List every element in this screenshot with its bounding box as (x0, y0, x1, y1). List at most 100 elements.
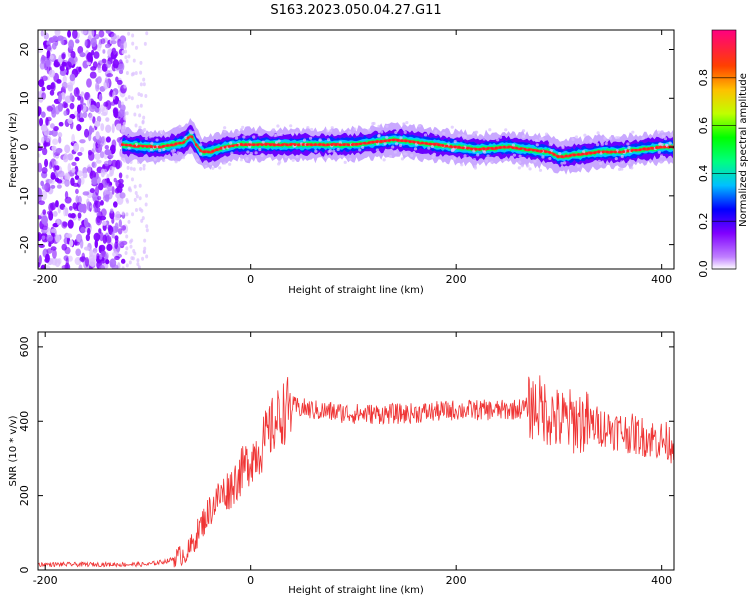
spectral-ridge (120, 118, 674, 175)
ridge-peak (359, 142, 363, 146)
ridge-speck (260, 153, 264, 158)
ridge-speck (460, 163, 464, 167)
ridge-peak (659, 145, 663, 149)
noise-speck (145, 31, 149, 36)
ridge-speck (148, 132, 153, 136)
ridge-speck (486, 154, 490, 158)
noise-speck (74, 156, 80, 162)
ridge-speck (162, 158, 166, 163)
ridge-peak (137, 144, 141, 148)
ridge-peak (494, 146, 498, 150)
ridge-speck (302, 138, 307, 142)
noise-speck (55, 147, 63, 154)
ridge-speck (391, 145, 395, 149)
ridge-peak (618, 150, 621, 154)
spectrogram-data (38, 30, 674, 269)
colorbar-tick-label: 0.2 (697, 212, 710, 230)
ridge-peak (535, 149, 539, 152)
noise-speck (142, 250, 146, 255)
ridge-speck (257, 133, 261, 137)
colorbar: 0.0 0.2 0.4 0.6 0.8 Normalized spectral ampl… (697, 29, 749, 278)
noise-speck (61, 264, 69, 269)
noise-speck (100, 111, 108, 117)
noise-speck (96, 215, 101, 224)
noise-speck (136, 258, 140, 263)
noise-speck (57, 170, 65, 178)
ridge-speck (277, 139, 281, 143)
ridge-peak (178, 141, 182, 145)
ridge-speck (353, 127, 357, 131)
ridge-speck (427, 146, 431, 150)
noise-speck (114, 255, 120, 261)
ridge-speck (318, 138, 322, 142)
ridge-peak (124, 143, 128, 147)
ridge-speck (496, 138, 500, 142)
ridge-speck (535, 143, 539, 147)
noise-speck (132, 58, 136, 63)
ridge-peak (560, 155, 564, 158)
noise-speck (120, 101, 124, 106)
noise-speck (82, 167, 88, 175)
top-y-tick-label: 10 (18, 91, 31, 105)
ridge-speck (174, 160, 178, 164)
noise-speck (109, 258, 117, 268)
ridge-peak (141, 144, 145, 148)
ridge-speck (248, 145, 252, 149)
noise-speck (134, 123, 138, 128)
noise-speck (74, 175, 80, 180)
noise-speck (125, 263, 129, 268)
noise-speck (92, 61, 98, 69)
noise-speck (123, 116, 127, 121)
noise-speck (65, 61, 72, 70)
noise-speck (141, 256, 145, 261)
noise-speck (115, 76, 119, 83)
ridge-speck (457, 134, 461, 138)
ridge-peak (330, 143, 334, 147)
ridge-speck (375, 148, 379, 152)
noise-speck (76, 170, 84, 177)
ridge-speck (402, 122, 406, 126)
noise-speck (73, 87, 80, 97)
noise-speck (127, 187, 131, 192)
noise-speck (85, 234, 91, 242)
ridge-speck (239, 158, 243, 162)
ridge-peak (367, 141, 371, 145)
ridge-speck (561, 144, 565, 148)
ridge-speck (402, 151, 407, 156)
noise-speck (143, 246, 147, 251)
ridge-speck (463, 135, 467, 139)
ridge-peak (474, 147, 478, 151)
noise-speck (63, 206, 67, 217)
noise-speck (59, 65, 65, 72)
ridge-peak (642, 147, 646, 151)
noise-speck (115, 123, 122, 131)
noise-speck (111, 217, 115, 224)
ridge-speck (582, 150, 586, 154)
ridge-speck (626, 142, 630, 146)
ridge-peak (272, 143, 276, 147)
ridge-speck (641, 136, 645, 140)
noise-speck (94, 120, 101, 127)
ridge-peak (133, 144, 136, 148)
noise-speck (40, 30, 44, 37)
ridge-speck (410, 153, 414, 157)
ridge-peak (334, 143, 338, 147)
noise-speck (121, 124, 125, 129)
ridge-speck (165, 133, 169, 138)
ridge-speck (127, 146, 131, 150)
noise-speck (94, 153, 101, 161)
ridge-speck (324, 155, 328, 159)
ridge-speck (631, 130, 635, 134)
ridge-speck (475, 130, 479, 134)
noise-speck (123, 41, 128, 49)
ridge-peak (392, 138, 395, 142)
noise-speck (70, 50, 76, 59)
ridge-peak (166, 144, 169, 147)
noise-speck (142, 115, 146, 120)
noise-speck (61, 39, 65, 45)
ridge-peak (248, 143, 252, 147)
ridge-speck (189, 131, 194, 135)
noise-speck (48, 202, 54, 212)
ridge-peak (153, 145, 157, 149)
noise-speck (127, 219, 131, 224)
